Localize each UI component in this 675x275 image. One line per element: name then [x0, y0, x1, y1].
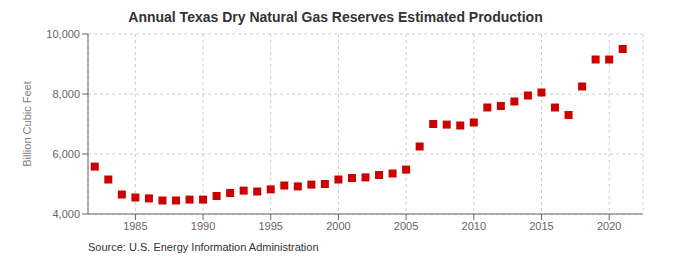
- svg-text:Billion Cubic Feet: Billion Cubic Feet: [21, 81, 33, 167]
- svg-text:1985: 1985: [123, 220, 147, 232]
- svg-text:2020: 2020: [597, 220, 621, 232]
- html-text:Source: U.S. Energy Informatio: Source: U.S. Energy Information Administ…: [88, 241, 319, 253]
- svg-text:10,000: 10,000: [46, 28, 80, 40]
- html-text:Annual Texas Dry Natural Gas R: Annual Texas Dry Natural Gas Reserves Es…: [128, 9, 543, 25]
- svg-text:2000: 2000: [326, 220, 350, 232]
- svg-text:2005: 2005: [394, 220, 418, 232]
- svg-text:1990: 1990: [191, 220, 215, 232]
- svg-text:8,000: 8,000: [52, 88, 80, 100]
- svg-text:6,000: 6,000: [52, 148, 80, 160]
- svg-text:2015: 2015: [529, 220, 553, 232]
- svg-text:2010: 2010: [462, 220, 486, 232]
- svg-text:4,000: 4,000: [52, 208, 80, 220]
- svg-text:1995: 1995: [259, 220, 283, 232]
